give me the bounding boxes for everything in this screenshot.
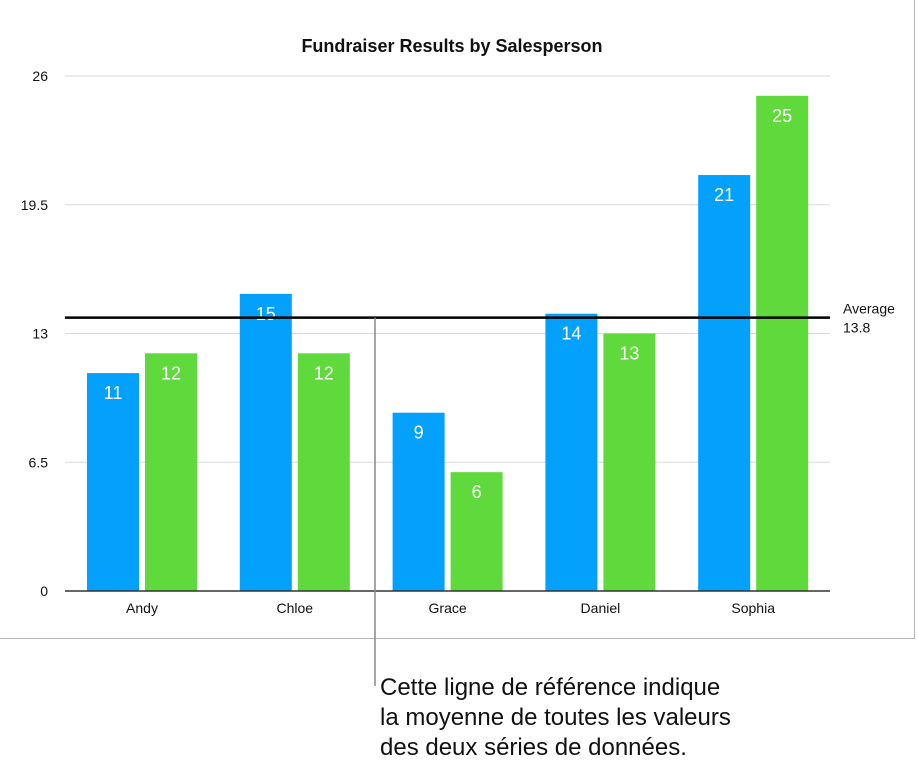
bar-chloe-series-2 xyxy=(297,353,350,591)
bar-grace-series-2 xyxy=(450,472,503,591)
y-tick-label: 13 xyxy=(32,326,48,342)
callout-text: Cette ligne de référence indique la moye… xyxy=(380,673,900,763)
callout-line: la moyenne de toutes les valeurs xyxy=(380,704,731,731)
x-tick-label: Grace xyxy=(429,600,467,616)
bar-andy-series-1 xyxy=(87,373,139,591)
bar-daniel-series-1 xyxy=(545,313,598,591)
y-tick-label: 0 xyxy=(40,583,48,599)
reference-line-value: 13.8 xyxy=(843,320,870,336)
bar-grace-series-1 xyxy=(392,412,445,591)
x-tick-label: Chloe xyxy=(277,600,314,616)
data-label: 9 xyxy=(414,423,424,443)
data-label: 25 xyxy=(772,106,792,126)
x-tick-label: Daniel xyxy=(581,600,621,616)
callout-line: Cette ligne de référence indique xyxy=(380,674,721,701)
data-label: 12 xyxy=(161,363,181,383)
bar-andy-series-2 xyxy=(145,353,197,591)
chart-title: Fundraiser Results by Salesperson xyxy=(301,36,602,56)
data-label: 14 xyxy=(561,324,581,344)
bar-daniel-series-2 xyxy=(603,333,656,591)
y-tick-label: 26 xyxy=(32,68,48,84)
data-label: 15 xyxy=(256,304,276,324)
y-tick-label: 6.5 xyxy=(29,454,49,470)
chart-frame xyxy=(0,0,915,639)
bar-sophia-series-2 xyxy=(756,95,809,592)
x-tick-label: Sophia xyxy=(731,600,775,616)
data-label: 11 xyxy=(104,383,123,403)
x-tick-label: Andy xyxy=(126,600,158,616)
data-label: 12 xyxy=(314,363,334,383)
callout-line: des deux séries de données. xyxy=(380,734,687,761)
bar-sophia-series-1 xyxy=(698,175,751,592)
data-label: 6 xyxy=(472,482,482,502)
y-tick-label: 19.5 xyxy=(21,197,48,213)
data-label: 13 xyxy=(619,344,639,364)
data-label: 21 xyxy=(714,185,734,205)
reference-line-label: Average xyxy=(843,301,895,317)
bar-chloe-series-1 xyxy=(239,293,292,591)
